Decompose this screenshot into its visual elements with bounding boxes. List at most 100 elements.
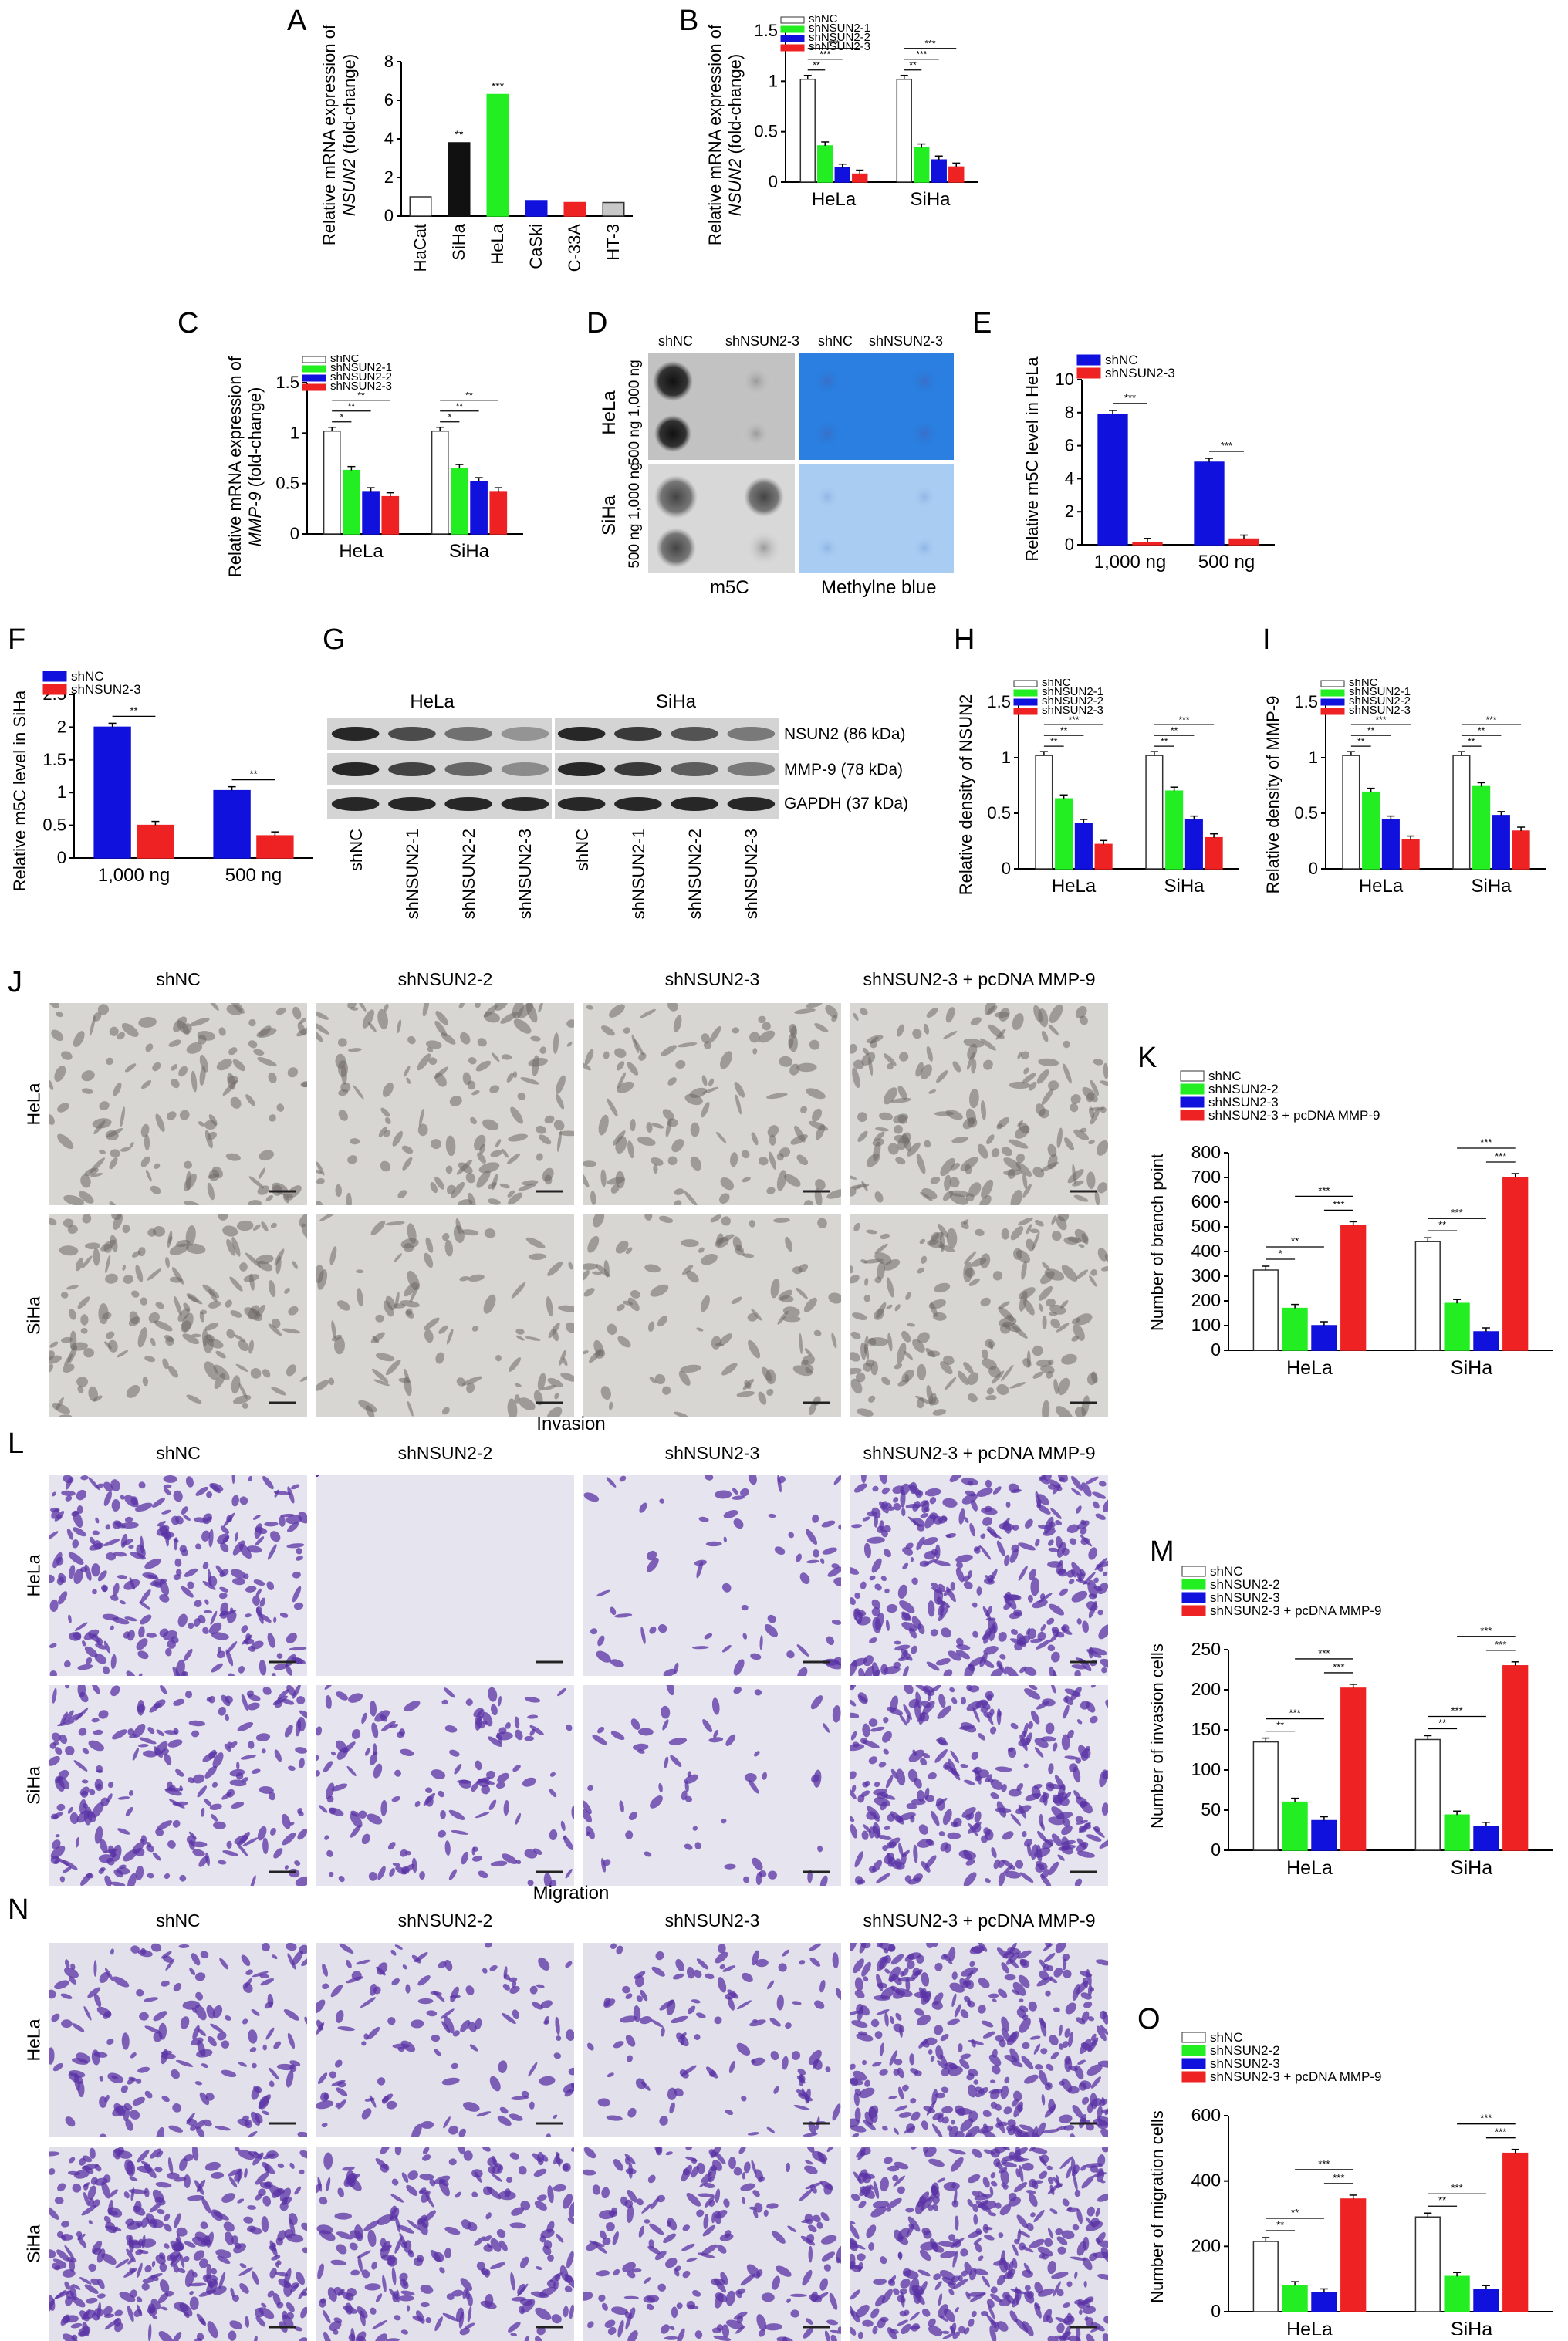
bar — [1415, 2217, 1440, 2312]
bar — [487, 95, 509, 217]
wb-band — [728, 727, 776, 741]
y-tick-label: 0.5 — [275, 474, 299, 493]
panel-label-d: D — [586, 307, 607, 340]
micrograph-image — [316, 2147, 574, 2341]
y-tick-label: 1.5 — [275, 373, 299, 392]
micrograph-image — [49, 1475, 307, 1676]
panel-label-m: M — [1150, 1535, 1174, 1569]
chart-o-migration-cells: 0200400600HeLa**********SiHa***********s… — [1171, 2031, 1565, 2335]
panel-label-l: L — [8, 1427, 24, 1461]
bar — [1146, 755, 1163, 869]
significance-label: ** — [455, 128, 464, 140]
legend-swatch — [1182, 1566, 1205, 1576]
significance-label: *** — [1495, 1639, 1506, 1650]
micrograph-col-label: shNSUN2-2 — [398, 1443, 493, 1464]
y-tick-label: 8 — [1065, 403, 1074, 422]
significance-label: *** — [1451, 1207, 1463, 1218]
y-tick-label: 0 — [1309, 859, 1318, 878]
bar — [94, 727, 130, 858]
bar — [931, 160, 946, 182]
wb-band — [388, 727, 436, 741]
significance-label: *** — [1451, 2182, 1463, 2194]
micrograph-image — [583, 1214, 841, 1417]
micrograph-row-label: HeLa — [24, 1555, 45, 1597]
micrograph-image — [850, 2147, 1108, 2341]
y-tick-label: 1 — [769, 71, 778, 90]
panel-label-o: O — [1137, 2003, 1161, 2036]
micrograph-image — [49, 1214, 307, 1417]
significance-label: ** — [1438, 1717, 1446, 1728]
y-tick-label: 100 — [1191, 1759, 1221, 1779]
legend-swatch — [1321, 708, 1344, 714]
category-label: HeLa — [812, 189, 857, 210]
category-label: 1,000 ng — [1094, 552, 1166, 573]
wb-band — [332, 797, 380, 811]
panel-label-c: C — [177, 307, 198, 340]
stained-cell — [464, 2150, 473, 2160]
wb-band — [502, 762, 549, 776]
y-tick-label: 0 — [1211, 1339, 1221, 1360]
bar — [1312, 1821, 1337, 1850]
wb-band — [444, 762, 492, 776]
significance-label: ** — [130, 704, 137, 716]
stained-cell — [264, 2181, 273, 2187]
y-tick-label: 1.5 — [987, 692, 1011, 711]
micrograph-col-label: shNSUN2-3 + pcDNA MMP-9 — [863, 969, 1096, 990]
y-tick-label: 150 — [1191, 1719, 1221, 1739]
wb-lane-label: shNC — [346, 829, 367, 871]
category-label: SiHa — [1451, 2319, 1492, 2335]
panel-label-e: E — [972, 307, 992, 340]
y-tick-label: 500 — [1191, 1216, 1221, 1236]
legend-swatch — [1182, 1593, 1205, 1603]
wb-band — [558, 762, 606, 776]
bar — [1229, 539, 1259, 545]
bar — [818, 146, 833, 182]
legend-swatch — [1182, 2032, 1205, 2042]
category-label: SiHa — [1471, 876, 1512, 897]
category-label: HeLa — [488, 223, 507, 264]
legend-swatch — [302, 366, 326, 372]
bar — [914, 148, 929, 182]
micrograph-col-label: shNSUN2-3 — [665, 969, 760, 990]
y-tick-label: 8 — [384, 52, 394, 71]
panel-label-a: A — [287, 5, 306, 38]
significance-label: ** — [1161, 736, 1168, 747]
y-tick-label: 400 — [1191, 1241, 1221, 1261]
significance-label: ** — [1468, 736, 1475, 747]
legend-swatch — [1321, 690, 1344, 696]
category-label: SiHa — [910, 189, 951, 210]
dot-blot-row-label: SiHa — [599, 495, 620, 535]
wb-band — [558, 727, 606, 741]
micrograph-image — [850, 1685, 1108, 1886]
y-tick-label: 0 — [1211, 2301, 1221, 2321]
chart-b-ylabel: Relative mRNA expression of NSUN2 (fold-… — [705, 25, 745, 245]
micrograph-col-label: shNC — [156, 1443, 201, 1464]
significance-label: * — [340, 412, 343, 423]
wb-band — [728, 797, 776, 811]
bar — [949, 167, 964, 182]
wb-band — [388, 762, 436, 776]
bar — [1445, 2276, 1469, 2312]
category-label: HeLa — [339, 541, 384, 562]
y-tick-label: 2 — [1065, 502, 1074, 521]
wb-band — [558, 797, 606, 811]
significance-label: ** — [456, 401, 464, 412]
bar — [451, 468, 468, 534]
bar — [1195, 462, 1224, 545]
bar — [1076, 823, 1093, 869]
chart-b-mrna-nsun2-knockdown: 00.511.5HeLa********SiHa********shNCshNS… — [741, 15, 995, 247]
stained-cell — [1029, 2179, 1037, 2188]
significance-label: ** — [348, 401, 356, 412]
legend-swatch — [1014, 699, 1037, 705]
bar — [1186, 820, 1203, 869]
wb-lane-label: shNSUN2-2 — [459, 829, 479, 919]
micrograph-image — [49, 2147, 307, 2341]
bar — [1402, 840, 1419, 869]
bar — [490, 492, 506, 534]
wb-band — [728, 762, 776, 776]
micrograph-image — [583, 1943, 841, 2137]
micrograph-image — [316, 1214, 574, 1417]
ylabel-prefix: Relative mRNA expression of — [319, 25, 340, 245]
wb-band-label: MMP-9 (78 kDa) — [784, 761, 903, 779]
y-tick-label: 600 — [1191, 1191, 1221, 1211]
